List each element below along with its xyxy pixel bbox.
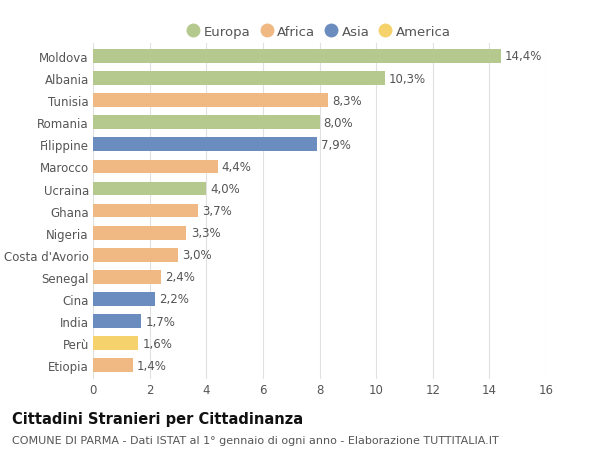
Text: Cittadini Stranieri per Cittadinanza: Cittadini Stranieri per Cittadinanza [12, 411, 303, 426]
Bar [93, 226, 187, 240]
Bar [93, 182, 206, 196]
Bar [93, 248, 178, 262]
Text: 3,0%: 3,0% [182, 249, 212, 262]
Bar [93, 292, 155, 306]
Legend: Europa, Africa, Asia, America: Europa, Africa, Asia, America [184, 22, 455, 43]
Bar [93, 358, 133, 372]
Bar [93, 204, 198, 218]
Text: 7,9%: 7,9% [321, 139, 351, 151]
Bar [93, 336, 139, 350]
Text: 1,4%: 1,4% [137, 359, 167, 372]
Text: 8,0%: 8,0% [324, 117, 353, 129]
Bar [93, 116, 320, 130]
Text: 3,3%: 3,3% [191, 227, 220, 240]
Bar [93, 94, 328, 108]
Text: 1,7%: 1,7% [145, 315, 175, 328]
Bar [93, 160, 218, 174]
Bar [93, 72, 385, 86]
Text: 8,3%: 8,3% [332, 95, 362, 107]
Text: 3,7%: 3,7% [202, 205, 232, 218]
Text: 2,4%: 2,4% [165, 271, 195, 284]
Text: 4,0%: 4,0% [211, 183, 240, 196]
Text: 10,3%: 10,3% [389, 73, 426, 85]
Text: 2,2%: 2,2% [160, 293, 190, 306]
Text: 14,4%: 14,4% [505, 50, 542, 63]
Text: COMUNE DI PARMA - Dati ISTAT al 1° gennaio di ogni anno - Elaborazione TUTTITALI: COMUNE DI PARMA - Dati ISTAT al 1° genna… [12, 435, 499, 445]
Bar [93, 50, 500, 64]
Bar [93, 314, 141, 328]
Text: 1,6%: 1,6% [143, 337, 172, 350]
Bar [93, 270, 161, 284]
Bar [93, 138, 317, 152]
Text: 4,4%: 4,4% [222, 161, 251, 174]
